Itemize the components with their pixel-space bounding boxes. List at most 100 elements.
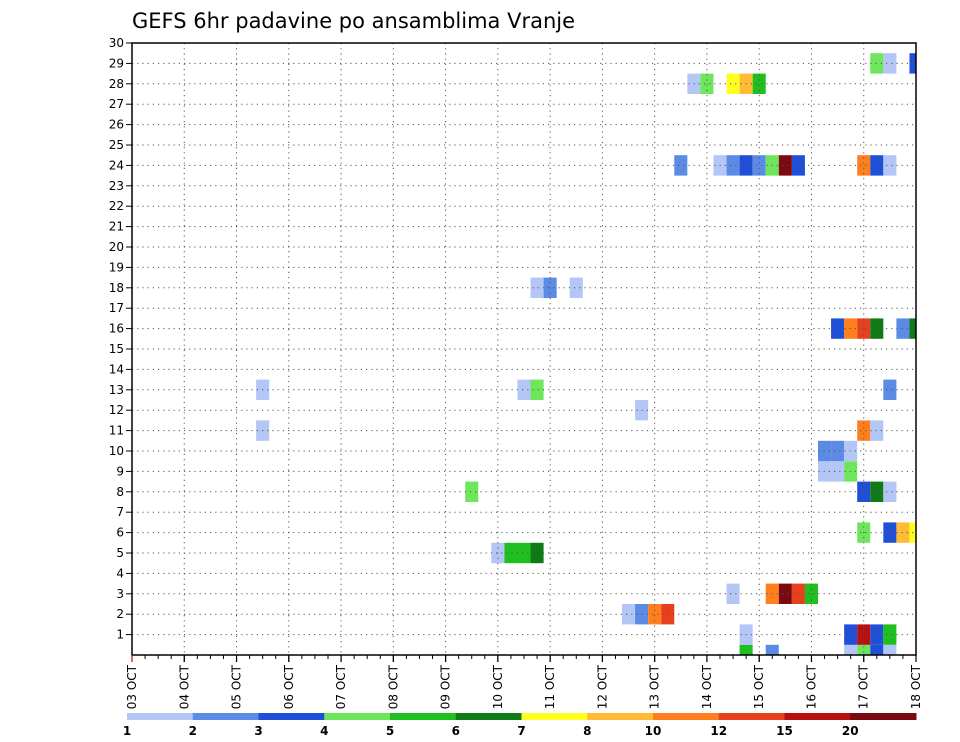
heatmap-cell xyxy=(726,155,740,176)
heatmap-cell xyxy=(857,155,871,176)
y-tick-label: 12 xyxy=(109,403,124,417)
heatmap-cell xyxy=(883,155,897,176)
y-tick-label: 29 xyxy=(109,56,124,70)
y-tick-label: 10 xyxy=(109,444,124,458)
colorbar-label: 2 xyxy=(189,724,197,738)
y-tick-label: 2 xyxy=(116,607,124,621)
colorbar-swatch xyxy=(718,713,785,720)
colorbar-label: 3 xyxy=(254,724,262,738)
y-tick-label: 17 xyxy=(109,301,124,315)
colorbar-label: 1 xyxy=(123,724,131,738)
colorbar-label: 8 xyxy=(583,724,591,738)
colorbar-swatch xyxy=(324,713,391,720)
heatmap-cell xyxy=(530,277,544,298)
heatmap-cell xyxy=(504,542,518,564)
colorbar-swatch xyxy=(784,713,851,720)
heatmap-cell xyxy=(569,277,583,298)
heatmap-cell xyxy=(700,73,714,94)
colorbar-swatch xyxy=(850,713,917,720)
heatmap-cell xyxy=(517,379,531,400)
heatmap-cell xyxy=(857,420,871,441)
colorbar-label: 15 xyxy=(776,724,793,738)
heatmap-cell xyxy=(517,542,531,564)
heatmap-cell xyxy=(831,461,845,482)
y-tick-label: 5 xyxy=(116,546,124,560)
x-tick-label: 12 OCT xyxy=(595,664,609,709)
colorbar-swatch xyxy=(653,713,720,720)
y-tick-label: 15 xyxy=(109,342,124,356)
colorbar-swatch xyxy=(455,713,522,720)
heatmap-cell xyxy=(896,318,910,339)
heatmap-cell xyxy=(883,522,897,543)
y-tick-label: 19 xyxy=(109,260,124,274)
y-tick-label: 21 xyxy=(109,220,124,234)
heatmap-cell xyxy=(896,522,910,543)
colorbar-label: 20 xyxy=(842,724,859,738)
x-tick-label: 09 OCT xyxy=(439,664,453,709)
heatmap-cell xyxy=(752,73,766,94)
heatmap-cell xyxy=(883,624,897,645)
x-tick-label: 15 OCT xyxy=(752,664,766,709)
heatmap-cell xyxy=(870,644,884,655)
x-tick-label: 11 OCT xyxy=(543,664,557,709)
x-tick-label: 17 OCT xyxy=(857,664,871,709)
heatmap-cell xyxy=(857,318,871,339)
colorbar-label: 10 xyxy=(645,724,662,738)
heatmap-cell xyxy=(465,481,479,502)
heatmap-cell xyxy=(622,604,636,625)
y-tick-label: 11 xyxy=(109,424,124,438)
heatmap-cell xyxy=(530,542,544,564)
y-tick-label: 1 xyxy=(116,628,124,642)
y-tick-label: 3 xyxy=(116,587,124,601)
y-tick-label: 16 xyxy=(109,322,124,336)
x-tick-label: 13 OCT xyxy=(648,664,662,709)
colorbar-label: 4 xyxy=(320,724,328,738)
y-tick-label: 20 xyxy=(109,240,124,254)
y-tick-label: 27 xyxy=(109,97,124,111)
grid-layer xyxy=(132,43,916,655)
x-tick-label: 06 OCT xyxy=(282,664,296,709)
x-tick-label: 10 OCT xyxy=(491,664,505,709)
x-tick-label: 14 OCT xyxy=(700,664,714,709)
x-tick-label: 04 OCT xyxy=(177,664,191,709)
colorbar-swatch xyxy=(390,713,457,720)
heatmap-cell xyxy=(883,644,897,655)
x-tick-label: 16 OCT xyxy=(804,664,818,709)
colorbar-swatch xyxy=(127,713,194,720)
heatmap-cell xyxy=(883,379,897,400)
y-tick-label: 23 xyxy=(109,179,124,193)
colorbar-label: 6 xyxy=(452,724,460,738)
colorbar: 1 2 3 4 5 6 7 8 10 12 15 20 xyxy=(123,713,917,738)
y-tick-label: 4 xyxy=(116,566,124,580)
heatmap-cell xyxy=(883,53,897,74)
y-tick-label: 24 xyxy=(109,158,124,172)
heatmap-cell xyxy=(857,644,871,655)
heatmap-cell xyxy=(778,583,792,604)
heatmap-cell xyxy=(778,155,792,176)
colorbar-label: 7 xyxy=(517,724,525,738)
x-tick-label: 03 OCT xyxy=(125,664,139,709)
x-tick-label: 08 OCT xyxy=(386,664,400,709)
heatmap-cell xyxy=(844,644,858,655)
y-tick-label: 18 xyxy=(109,281,124,295)
colorbar-label: 12 xyxy=(710,724,727,738)
heatmap-cell xyxy=(857,481,871,502)
colorbar-swatch xyxy=(192,713,259,720)
heatmap-cell xyxy=(752,155,766,176)
heatmap-cell xyxy=(765,644,779,655)
y-tick-label: 14 xyxy=(109,362,124,376)
y-axis: 1234567891011121314151617181920212223242… xyxy=(109,36,132,642)
x-axis: 03 OCT 04 OCT 05 OCT 06 OCT 07 OCT 08 OCT 09 O… xyxy=(125,655,923,709)
colorbar-label: 5 xyxy=(386,724,394,738)
chart-title: GEFS 6hr padavine po ansamblima Vranje xyxy=(132,9,575,33)
colorbar-swatch xyxy=(521,713,588,720)
y-tick-label: 22 xyxy=(109,199,124,213)
heatmap-cell xyxy=(674,155,688,176)
y-tick-label: 6 xyxy=(116,526,124,540)
colorbar-swatch xyxy=(258,713,325,720)
x-tick-label: 05 OCT xyxy=(230,664,244,709)
y-tick-label: 8 xyxy=(116,485,124,499)
y-tick-label: 13 xyxy=(109,383,124,397)
y-tick-label: 25 xyxy=(109,138,124,152)
